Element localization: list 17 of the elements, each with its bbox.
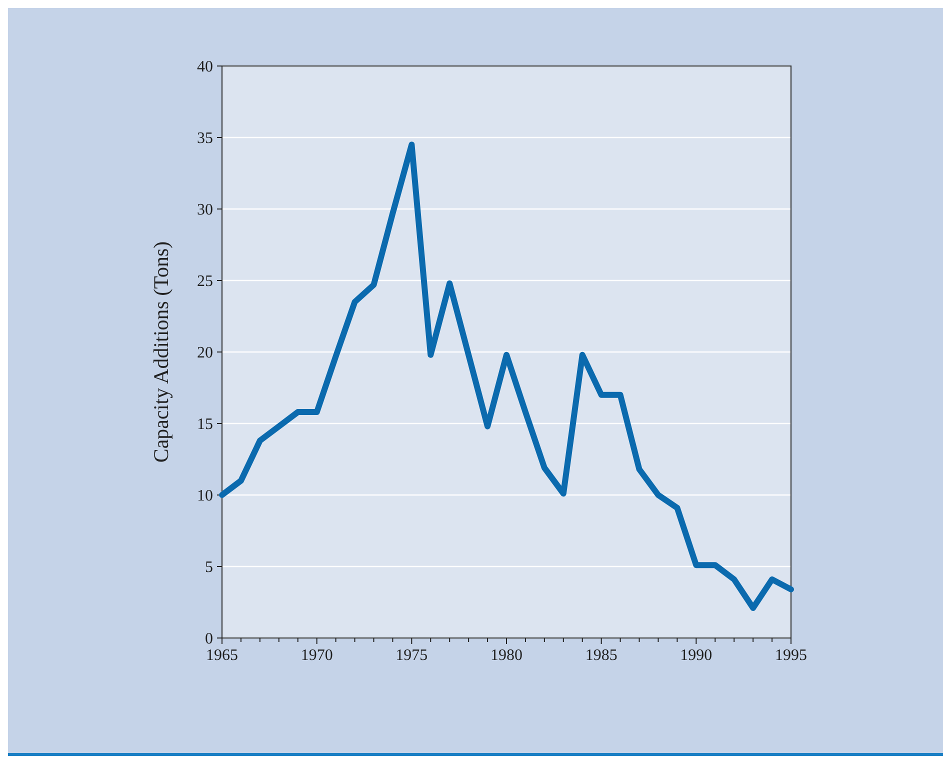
x-tick-label: 1980 — [490, 647, 522, 664]
x-tick-label: 1970 — [300, 647, 333, 664]
x-tick-label: 1995 — [775, 647, 807, 664]
y-tick-label: 15 — [197, 416, 213, 434]
y-tick-label: 20 — [197, 344, 213, 362]
x-tick-label: 1965 — [206, 647, 238, 664]
x-tick-label: 1975 — [396, 647, 428, 664]
y-tick-label: 30 — [197, 202, 213, 219]
x-tick-label: 1985 — [585, 647, 618, 664]
y-tick-label: 25 — [197, 273, 213, 290]
y-tick-label: 5 — [205, 559, 213, 576]
x-tick-label: 1990 — [680, 647, 712, 664]
y-axis-title: Capacity Additions (Tons) — [149, 241, 173, 463]
y-tick-label: 40 — [197, 58, 213, 76]
y-tick-label: 10 — [197, 488, 213, 505]
y-tick-label: 0 — [205, 630, 213, 648]
y-tick-label: 35 — [197, 130, 213, 148]
